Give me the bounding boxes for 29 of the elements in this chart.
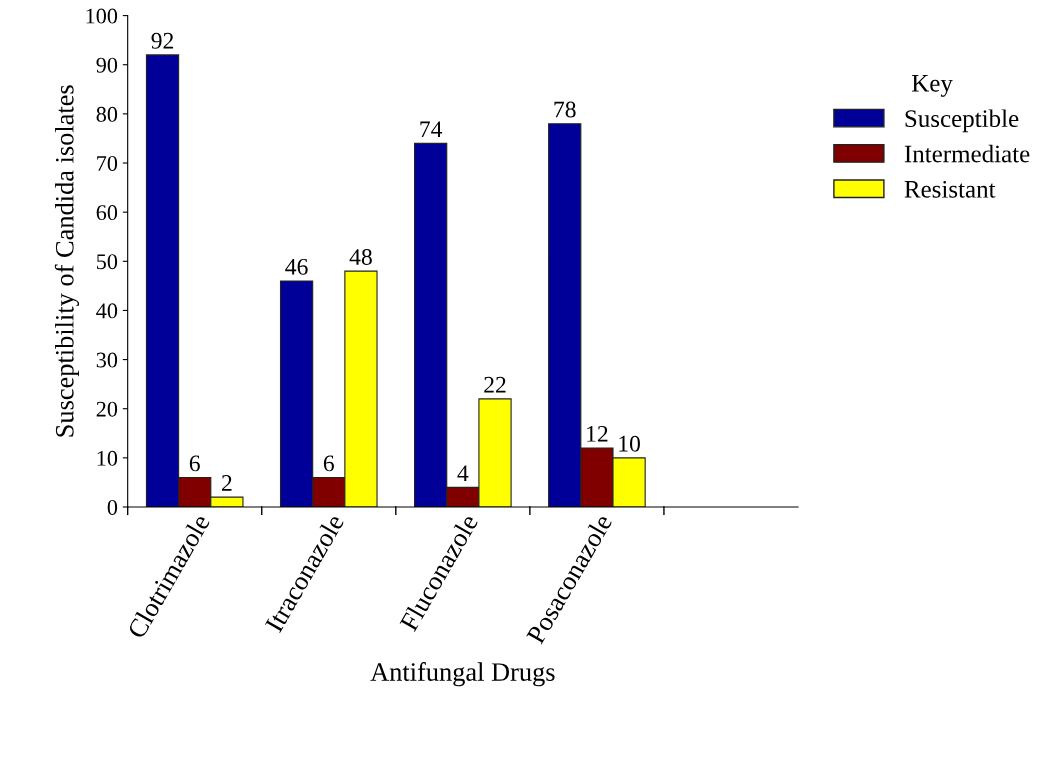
y-tick-label: 80 [96, 106, 118, 122]
y-tick-label: 20 [96, 401, 118, 417]
data-label: 4 [457, 465, 469, 481]
y-tick-label: 10 [97, 450, 118, 466]
legend-title: Key [911, 75, 953, 97]
y-tick-label: 90 [96, 57, 118, 73]
data-label: 6 [323, 455, 334, 472]
y-tick-label: 30 [96, 352, 118, 368]
data-label: 78 [554, 101, 576, 118]
y-tick-label: 0 [107, 499, 118, 515]
x-axis-title: Antifungal Drugs [370, 662, 555, 687]
y-tick-label: 70 [97, 155, 118, 171]
data-label: 46 [285, 258, 308, 275]
data-label: 22 [484, 376, 506, 393]
legend-label: Susceptible [905, 109, 1019, 133]
y-axis-title: Susceptibility of Candida isolates [54, 85, 80, 437]
y-tick-label: 100 [86, 8, 118, 24]
data-label: 92 [151, 32, 174, 49]
y-tick-label: 60 [96, 205, 118, 221]
data-label: 12 [587, 425, 608, 442]
data-label: 74 [420, 121, 443, 137]
legend-label: Intermediate [904, 144, 1030, 163]
data-label: 2 [222, 475, 232, 491]
data-label: 48 [349, 249, 372, 265]
data-label: 10 [619, 435, 640, 452]
y-tick-label: 40 [96, 303, 118, 319]
legend-label: Resistant [904, 180, 996, 198]
data-label: 6 [189, 455, 200, 472]
y-tick-label: 50 [97, 254, 118, 270]
